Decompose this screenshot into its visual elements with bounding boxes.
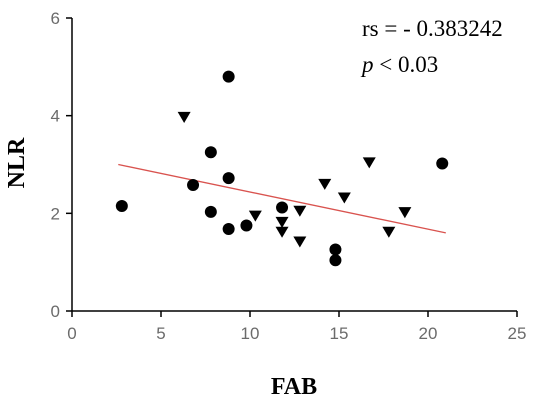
data-point-triangle <box>337 192 351 204</box>
data-point-triangle <box>177 111 191 123</box>
data-point-triangle <box>248 210 262 222</box>
data-point-triangle <box>318 178 332 190</box>
data-point-circle <box>436 157 449 170</box>
data-point-triangle <box>275 216 289 228</box>
data-point-circle <box>204 205 217 218</box>
y-tick-label: 4 <box>51 107 60 126</box>
x-tick-label: 15 <box>330 324 349 343</box>
data-point-circle <box>115 200 128 213</box>
data-point-circle <box>204 146 217 159</box>
x-axis-ticks: 0 5 10 15 20 25 <box>67 311 526 343</box>
axes <box>71 18 517 312</box>
data-point-triangle <box>362 157 376 169</box>
x-tick-label: 0 <box>67 324 76 343</box>
p-symbol: p <box>360 52 374 77</box>
y-tick-label: 0 <box>51 302 60 321</box>
data-point-circle <box>222 70 235 83</box>
data-point-circle <box>329 254 342 267</box>
x-axis-title: FAB <box>271 374 317 400</box>
p-value-annotation: p < 0.03 <box>360 52 438 77</box>
x-tick-label: 20 <box>419 324 438 343</box>
data-point-circle <box>240 219 253 232</box>
data-point-triangle <box>293 236 307 248</box>
data-points <box>115 70 449 267</box>
x-tick-label: 10 <box>241 324 260 343</box>
correlation-annotation: rs = - 0.383242 <box>362 16 503 41</box>
data-point-circle <box>276 201 289 214</box>
data-point-circle <box>222 172 235 185</box>
y-tick-label: 2 <box>51 204 60 223</box>
data-point-circle <box>329 243 342 256</box>
p-value-text: < 0.03 <box>374 52 439 77</box>
data-point-triangle <box>293 205 307 217</box>
data-point-triangle <box>275 226 289 238</box>
y-tick-label: 6 <box>51 9 60 28</box>
data-point-triangle <box>398 207 412 219</box>
x-tick-label: 25 <box>508 324 527 343</box>
x-tick-label: 5 <box>156 324 165 343</box>
y-axis-ticks: 0 2 4 6 <box>51 9 72 321</box>
trendline <box>118 163 446 234</box>
data-point-circle <box>222 222 235 235</box>
data-point-triangle <box>382 226 396 238</box>
data-point-circle <box>187 179 200 192</box>
y-axis-title: NLR <box>4 137 30 188</box>
